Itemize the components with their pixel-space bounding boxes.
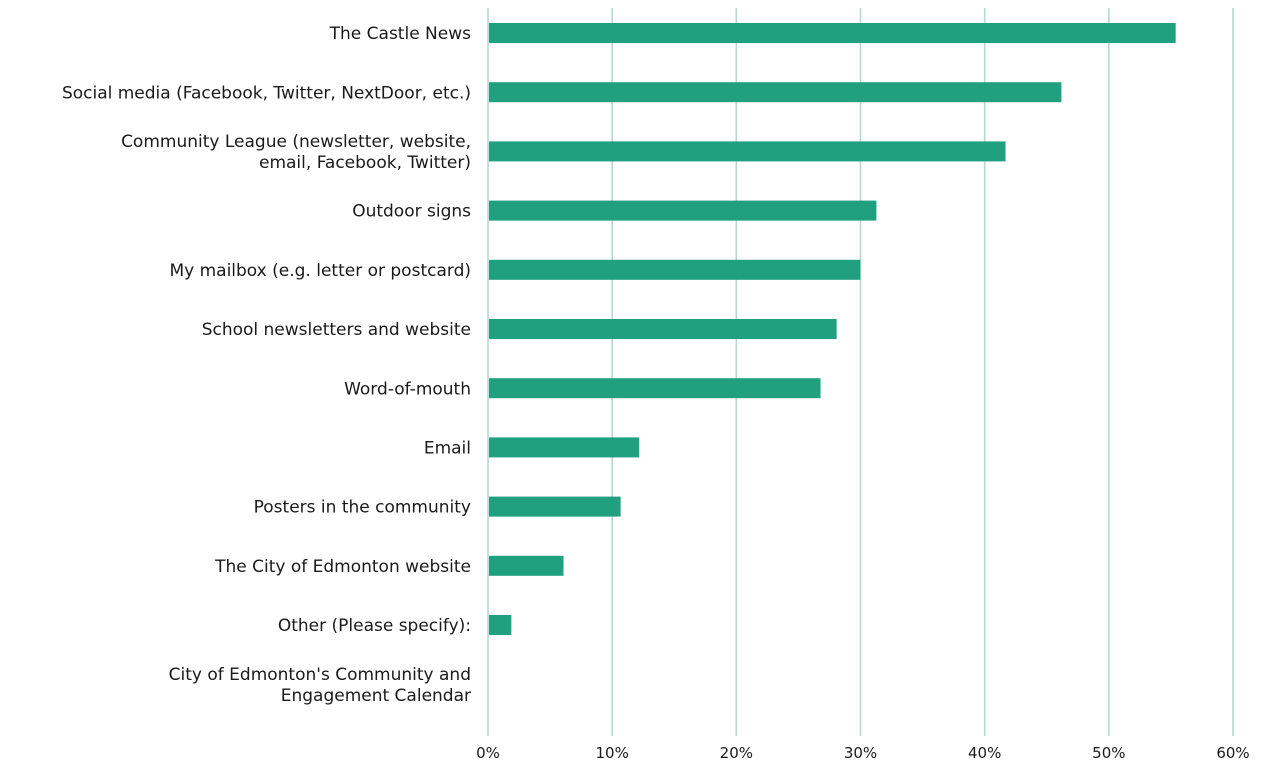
category-label-line: Engagement Calendar	[281, 686, 471, 706]
bar	[489, 259, 861, 280]
category-label-line: Social media (Facebook, Twitter, NextDoo…	[62, 83, 471, 103]
category-label: Email	[424, 439, 471, 459]
category-label-line: School newsletters and website	[202, 320, 471, 340]
category-label-line: Word-of-mouth	[344, 379, 471, 399]
bar	[489, 437, 640, 458]
category-label: School newsletters and website	[202, 320, 471, 340]
category-label: Community League (newsletter, website, em…	[121, 132, 471, 173]
category-labels: The Castle News Social media (Facebook, T…	[62, 24, 471, 706]
x-tick-label: 60%	[1216, 744, 1249, 762]
bar	[489, 496, 621, 517]
category-label: Social media (Facebook, Twitter, NextDoo…	[62, 83, 471, 103]
category-label-line: Community League (newsletter, website,	[121, 132, 471, 152]
x-tick-label: 0%	[476, 744, 500, 762]
bar	[489, 141, 1006, 162]
x-tick-label: 30%	[844, 744, 877, 762]
category-label: My mailbox (e.g. letter or postcard)	[169, 261, 471, 281]
category-label-line: My mailbox (e.g. letter or postcard)	[169, 261, 471, 281]
x-tick-label: 20%	[720, 744, 753, 762]
x-tick-label: 10%	[595, 744, 628, 762]
x-tick-label: 50%	[1092, 744, 1125, 762]
bar	[489, 555, 564, 576]
category-label: The City of Edmonton website	[214, 557, 471, 577]
category-label: Other (Please specify):	[278, 616, 471, 636]
x-axis-tick-labels: 0% 10% 20% 30% 40% 50% 60%	[476, 744, 1250, 762]
category-label: Word-of-mouth	[344, 379, 471, 399]
bar	[489, 319, 837, 339]
category-label: The Castle News	[329, 24, 471, 44]
gridlines	[487, 8, 1234, 736]
category-label: Posters in the community	[254, 498, 471, 518]
bar	[489, 82, 1062, 103]
bars	[489, 23, 1176, 635]
bar	[489, 200, 877, 221]
category-label-line: Outdoor signs	[352, 202, 471, 222]
category-label-line: City of Edmonton's Community and	[169, 665, 471, 685]
category-label-line: The City of Edmonton website	[214, 557, 471, 577]
category-label-line: Posters in the community	[254, 498, 471, 518]
category-label-line: email, Facebook, Twitter)	[259, 153, 471, 173]
category-label: Outdoor signs	[352, 202, 471, 222]
bar	[489, 378, 821, 399]
x-tick-label: 40%	[968, 744, 1001, 762]
category-label: City of Edmonton's Community and Engageme…	[169, 665, 471, 706]
bar	[489, 23, 1176, 43]
category-label-line: Email	[424, 439, 471, 459]
category-label-line: The Castle News	[329, 24, 471, 44]
bar	[489, 615, 512, 635]
category-label-line: Other (Please specify):	[278, 616, 471, 636]
